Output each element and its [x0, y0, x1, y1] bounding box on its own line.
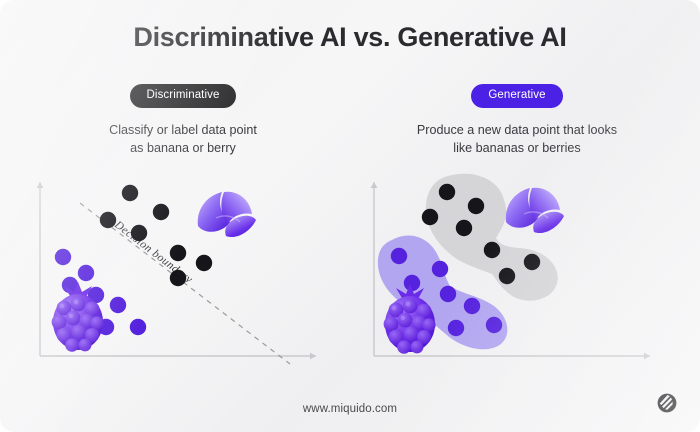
- page-title: Discriminative AI vs. Generative AI: [133, 22, 567, 52]
- panel-generative: Generative Produce a new data point that…: [352, 84, 682, 384]
- description-generative: Produce a new data point that looks like…: [416, 122, 618, 155]
- badge-generative: Generative: [471, 84, 563, 108]
- scatter-dots-purple: [390, 247, 503, 337]
- banana-illustration: [197, 191, 256, 238]
- chart-generative: [352, 170, 682, 375]
- berry-illustration: [383, 284, 436, 354]
- badge-discriminative: Discriminative: [129, 84, 237, 108]
- axis-lines: [36, 182, 316, 360]
- chart-discriminative: Decision boundary: [18, 170, 348, 375]
- berry-illustration: [51, 282, 104, 352]
- miquido-logo-icon: [656, 392, 678, 414]
- scatter-dots-dark: [421, 183, 541, 285]
- banana-illustration: [505, 187, 564, 234]
- description-discriminative: Classify or label data point as banana o…: [109, 122, 257, 155]
- region-banana: [425, 173, 558, 301]
- scatter-dots-dark: [99, 184, 213, 287]
- footer-url: www.miquido.com: [302, 403, 398, 415]
- axis-lines: [370, 182, 650, 360]
- panel-discriminative: Discriminative Classify or label data po…: [18, 84, 348, 384]
